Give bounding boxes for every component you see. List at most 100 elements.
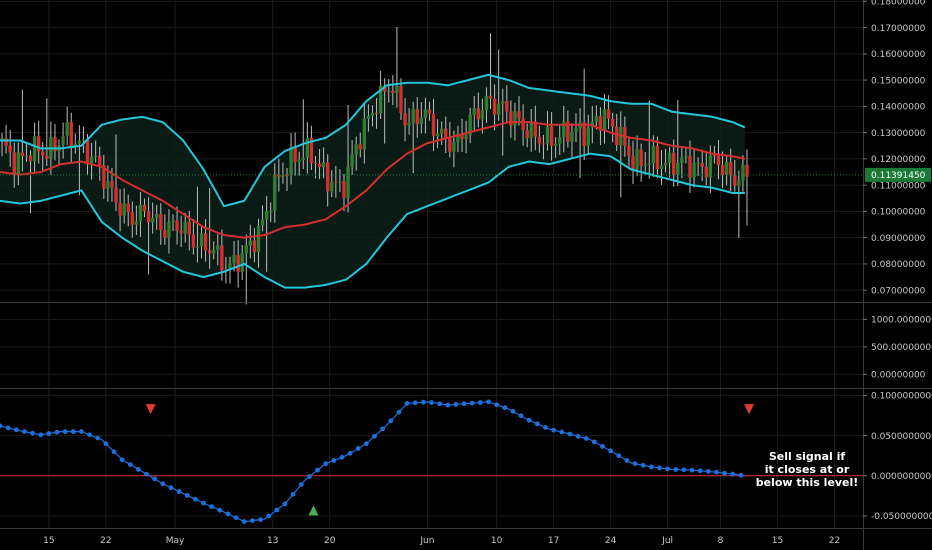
candle-up[interactable] bbox=[741, 164, 745, 181]
candle-down[interactable] bbox=[142, 204, 147, 212]
candle-up[interactable] bbox=[346, 166, 350, 199]
candle-down[interactable] bbox=[549, 126, 554, 146]
candle-up[interactable] bbox=[680, 157, 684, 163]
candle-up[interactable] bbox=[635, 149, 639, 170]
candle-up[interactable] bbox=[93, 155, 98, 157]
candle-up[interactable] bbox=[378, 85, 383, 114]
candle-up[interactable] bbox=[395, 85, 399, 93]
candle-up[interactable] bbox=[212, 249, 216, 254]
candle-down[interactable] bbox=[615, 126, 619, 146]
candle-down[interactable] bbox=[403, 112, 407, 126]
candle-up[interactable] bbox=[301, 157, 305, 160]
candle-down[interactable] bbox=[53, 137, 57, 152]
candle-down[interactable] bbox=[118, 203, 122, 216]
candle-down[interactable] bbox=[631, 156, 635, 170]
candle-up[interactable] bbox=[155, 213, 159, 218]
candle-down[interactable] bbox=[236, 255, 240, 272]
candle-up[interactable] bbox=[350, 154, 354, 167]
candle-up[interactable] bbox=[435, 133, 440, 137]
candle-up[interactable] bbox=[260, 219, 265, 226]
candle-down[interactable] bbox=[720, 165, 725, 176]
price-axis[interactable]: 0.18000000 0.17000000 0.16000000 0.15000000… bbox=[863, 0, 932, 522]
candle-down[interactable] bbox=[98, 155, 102, 166]
candle-down[interactable] bbox=[12, 152, 16, 175]
candle-down[interactable] bbox=[427, 109, 432, 114]
candle-down[interactable] bbox=[729, 161, 733, 176]
candle-down[interactable] bbox=[69, 122, 73, 147]
candle-down[interactable] bbox=[179, 230, 183, 234]
candle-up[interactable] bbox=[167, 222, 171, 238]
candle-down[interactable] bbox=[325, 162, 330, 192]
candle-down[interactable] bbox=[28, 155, 33, 162]
candle-up[interactable] bbox=[269, 210, 273, 212]
candle-up[interactable] bbox=[696, 162, 700, 164]
candle-down[interactable] bbox=[610, 118, 615, 127]
candle-up[interactable] bbox=[240, 253, 244, 272]
candle-up[interactable] bbox=[456, 133, 460, 143]
candle-down[interactable] bbox=[431, 113, 436, 137]
candle-down[interactable] bbox=[399, 85, 403, 113]
candle-down[interactable] bbox=[391, 90, 395, 93]
candle-down[interactable] bbox=[745, 164, 749, 177]
candle-down[interactable] bbox=[627, 145, 631, 157]
candle-up[interactable] bbox=[651, 145, 656, 164]
candle-down[interactable] bbox=[704, 166, 708, 178]
candle-down[interactable] bbox=[163, 230, 167, 238]
candle-up[interactable] bbox=[667, 152, 672, 163]
candle-down[interactable] bbox=[114, 187, 118, 204]
candle-up[interactable] bbox=[419, 117, 424, 125]
candle-down[interactable] bbox=[525, 130, 529, 139]
candle-up[interactable] bbox=[468, 114, 472, 136]
candle-up[interactable] bbox=[387, 90, 391, 92]
candle-up[interactable] bbox=[472, 108, 476, 115]
time-axis[interactable]: 15 22 May 13 20 Jun 10 17 24 Jul 8 15 22 bbox=[43, 536, 840, 546]
candle-down[interactable] bbox=[509, 111, 513, 126]
candle-up[interactable] bbox=[289, 147, 293, 176]
candle-up[interactable] bbox=[647, 163, 651, 166]
candle-up[interactable] bbox=[659, 165, 664, 170]
candle-down[interactable] bbox=[733, 175, 737, 186]
candle-down[interactable] bbox=[85, 139, 90, 165]
candle-up[interactable] bbox=[496, 103, 501, 115]
candle-up[interactable] bbox=[501, 101, 505, 104]
candle-up[interactable] bbox=[65, 122, 69, 137]
candle-down[interactable] bbox=[700, 162, 704, 167]
candle-up[interactable] bbox=[89, 156, 94, 165]
candle-up[interactable] bbox=[643, 165, 647, 167]
candle-down[interactable] bbox=[541, 143, 546, 145]
candle-up[interactable] bbox=[199, 233, 204, 247]
candle-up[interactable] bbox=[273, 174, 277, 211]
candle-up[interactable] bbox=[0, 138, 4, 141]
candle-up[interactable] bbox=[692, 162, 696, 178]
candle-up[interactable] bbox=[134, 221, 139, 225]
candle-up[interactable] bbox=[558, 137, 562, 144]
candle-down[interactable] bbox=[606, 109, 611, 119]
candle-up[interactable] bbox=[256, 225, 261, 253]
candle-up[interactable] bbox=[244, 245, 248, 254]
candle-up[interactable] bbox=[73, 143, 78, 147]
candle-up[interactable] bbox=[602, 109, 607, 131]
candle-up[interactable] bbox=[708, 155, 713, 178]
candle-up[interactable] bbox=[574, 128, 578, 132]
candle-up[interactable] bbox=[61, 136, 65, 146]
candle-up[interactable] bbox=[32, 136, 37, 162]
candle-up[interactable] bbox=[281, 174, 285, 177]
candle-down[interactable] bbox=[517, 111, 521, 119]
candle-down[interactable] bbox=[203, 233, 208, 251]
candle-down[interactable] bbox=[191, 234, 196, 248]
candle-up[interactable] bbox=[106, 181, 110, 189]
candle-up[interactable] bbox=[464, 135, 468, 139]
candle-down[interactable] bbox=[488, 95, 493, 99]
candle-up[interactable] bbox=[684, 155, 688, 158]
candle-down[interactable] bbox=[342, 181, 346, 199]
candle-down[interactable] bbox=[716, 155, 721, 166]
candle-down[interactable] bbox=[688, 155, 692, 178]
candle-down[interactable] bbox=[374, 112, 379, 114]
candle-up[interactable] bbox=[362, 118, 367, 150]
candle-down[interactable] bbox=[252, 240, 257, 253]
candle-up[interactable] bbox=[195, 246, 200, 248]
candle-up[interactable] bbox=[594, 116, 599, 122]
candle-up[interactable] bbox=[305, 137, 310, 158]
candle-up[interactable] bbox=[321, 162, 326, 168]
candle-down[interactable] bbox=[533, 121, 538, 137]
